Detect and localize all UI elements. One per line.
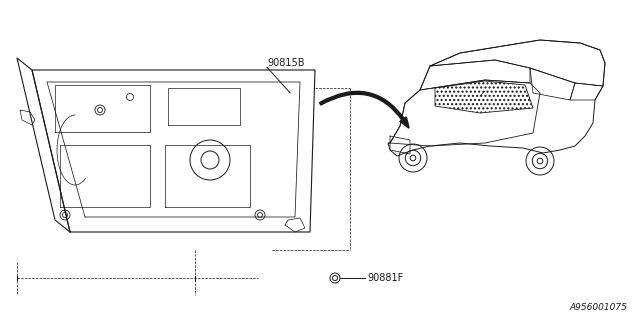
Text: 90881F: 90881F [367,273,403,283]
Polygon shape [435,81,533,113]
Text: A956001075: A956001075 [569,303,627,312]
FancyArrowPatch shape [320,92,408,128]
Text: 90815B: 90815B [267,58,305,68]
